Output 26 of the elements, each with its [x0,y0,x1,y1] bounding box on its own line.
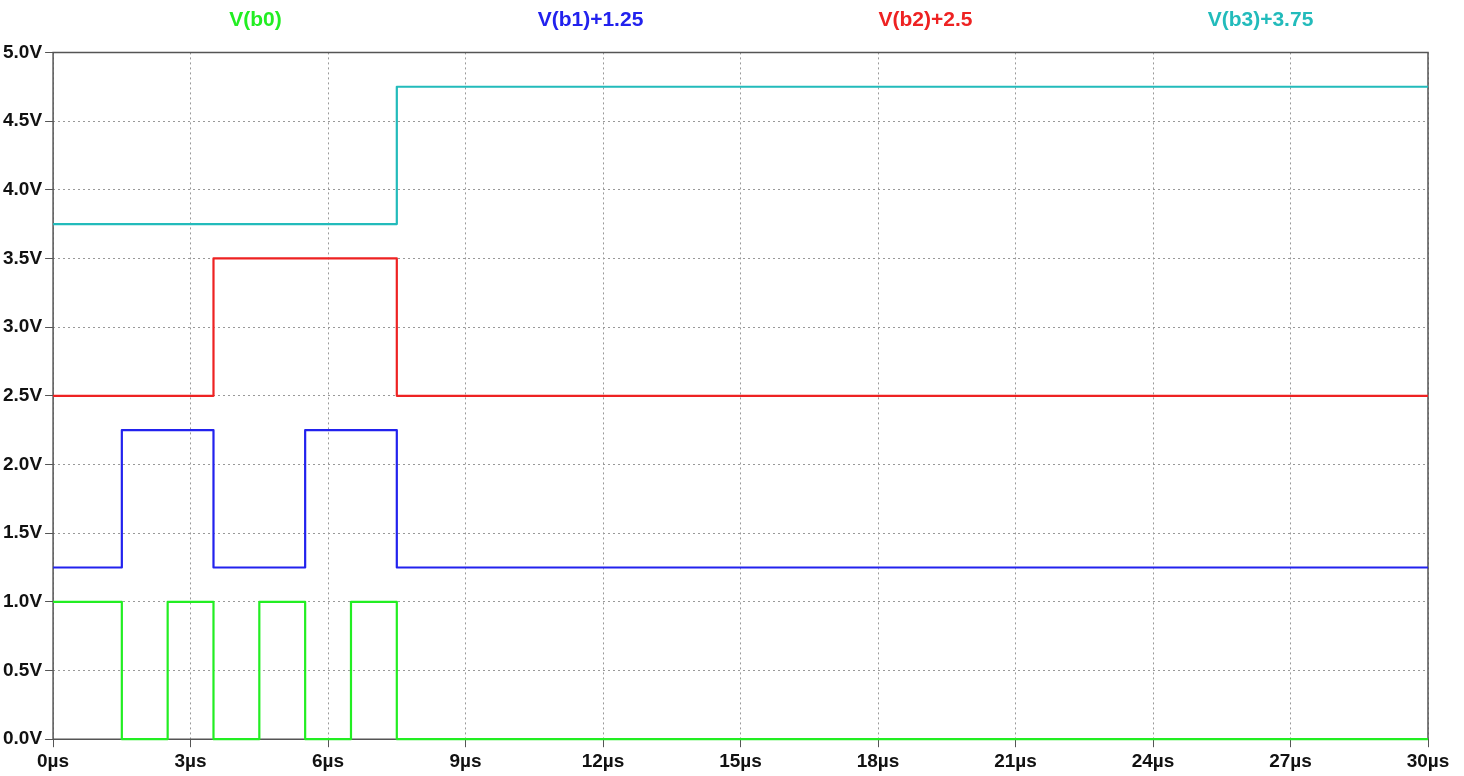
x-tick-label: 18µs [856,749,900,771]
text: V(b3)+3.75 [1206,7,1315,31]
x-tick-label: 3µs [174,749,207,771]
y-tick-label: 2.5V [2,384,43,406]
y-tick-label: 2.0V [2,452,43,474]
text: V(b2)+2.5 [877,7,974,31]
y-tick-label: 1.0V [2,590,43,612]
y-tick-label: 0.0V [2,727,43,749]
x-tick-label: 12µs [581,749,625,771]
x-tick-label: 6µs [312,749,345,771]
x-tick-label: 27µs [1269,749,1312,771]
y-tick-label: 4.0V [2,177,43,199]
text: V(b0) [228,7,283,31]
x-tick-label: 24µs [1131,749,1175,771]
x-tick-label: 30µs [1406,749,1450,771]
y-tick-label: 0.5V [2,658,43,680]
text: V(b1)+1.25 [536,7,645,31]
x-tick-label: 9µs [449,749,482,771]
y-tick-label: 3.5V [2,246,43,268]
x-tick-label: 15µs [719,749,762,771]
y-tick-label: 3.0V [2,315,43,337]
y-tick-label: 5.0V [2,40,43,62]
x-tick-label: 21µs [994,749,1037,771]
x-tick-label: 0µs [37,749,70,771]
y-tick-label: 1.5V [2,521,43,543]
y-tick-label: 4.5V [2,109,43,131]
